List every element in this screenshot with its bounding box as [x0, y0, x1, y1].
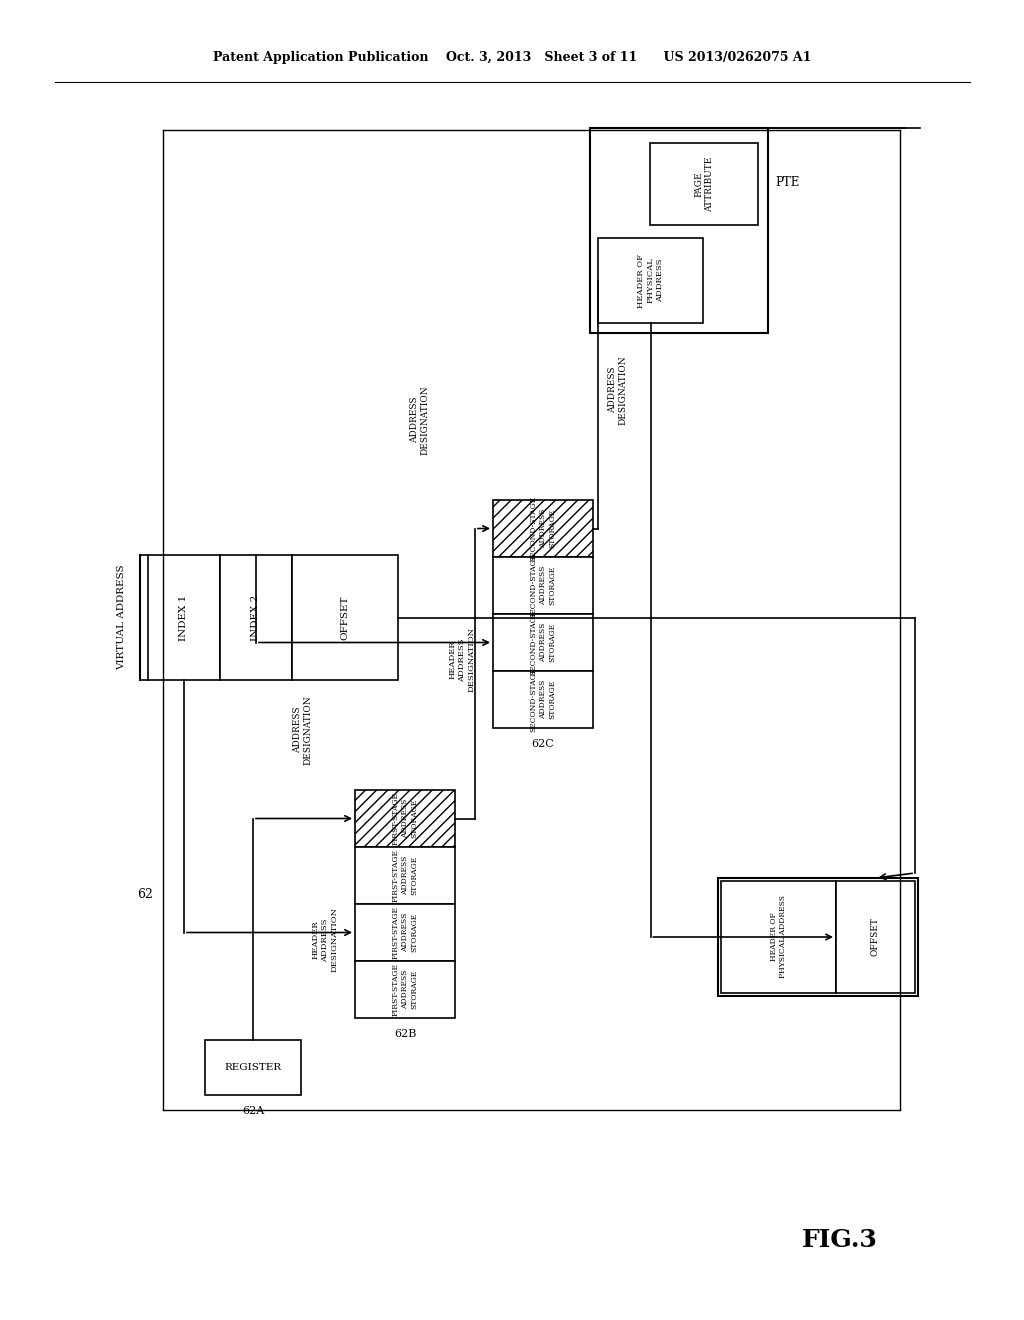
Text: FIG.3: FIG.3 — [802, 1228, 878, 1251]
Text: REGISTER: REGISTER — [224, 1063, 282, 1072]
Bar — [292, 554, 398, 680]
Bar — [650, 143, 758, 224]
Bar — [355, 847, 455, 904]
Text: OFFSET: OFFSET — [871, 917, 880, 957]
Text: FIRST-STAGE
ADDRESS
STORAGE: FIRST-STAGE ADDRESS STORAGE — [392, 849, 418, 902]
Text: FIRST-STAGE
ADDRESS
STORAGE: FIRST-STAGE ADDRESS STORAGE — [392, 964, 418, 1016]
Text: HEADER OF
PHYSICAL ADDRESS: HEADER OF PHYSICAL ADDRESS — [770, 895, 787, 978]
Bar — [598, 238, 703, 323]
Bar — [493, 557, 593, 614]
Text: VIRTUAL ADDRESS: VIRTUAL ADDRESS — [118, 565, 127, 671]
Bar — [721, 880, 836, 993]
Text: HEADER
ADDRESS
DESIGNATION: HEADER ADDRESS DESIGNATION — [449, 627, 475, 693]
Text: HEADER OF
PHYSICAL
ADDRESS: HEADER OF PHYSICAL ADDRESS — [637, 253, 664, 308]
Text: FIRST-STAGE
ADDRESS
STORAGE: FIRST-STAGE ADDRESS STORAGE — [392, 792, 418, 845]
Bar — [493, 614, 593, 671]
Text: OFFSET: OFFSET — [341, 595, 349, 640]
Text: SECOND-STAGE
ADDRESS
STORAGE: SECOND-STAGE ADDRESS STORAGE — [529, 496, 556, 561]
Bar — [220, 554, 292, 680]
Text: 62C: 62C — [531, 739, 554, 748]
Text: 62: 62 — [137, 888, 153, 902]
Text: PAGE
ATTRIBUTE: PAGE ATTRIBUTE — [694, 156, 714, 211]
Text: ADDRESS
DESIGNATION: ADDRESS DESIGNATION — [608, 355, 628, 425]
Text: SECOND-STAGE
ADDRESS
STORAGE: SECOND-STAGE ADDRESS STORAGE — [529, 610, 556, 675]
Text: ADDRESS
DESIGNATION: ADDRESS DESIGNATION — [411, 385, 430, 455]
Text: Patent Application Publication    Oct. 3, 2013   Sheet 3 of 11      US 2013/0262: Patent Application Publication Oct. 3, 2… — [213, 51, 811, 65]
Bar — [836, 880, 915, 993]
Text: 62A: 62A — [242, 1106, 264, 1115]
Bar — [148, 554, 220, 680]
Bar — [355, 961, 455, 1018]
Text: SECOND-STAGE
ADDRESS
STORAGE: SECOND-STAGE ADDRESS STORAGE — [529, 667, 556, 733]
Bar — [493, 671, 593, 729]
Text: HEADER
ADDRESS
DESIGNATION: HEADER ADDRESS DESIGNATION — [311, 908, 338, 973]
Bar — [355, 789, 455, 847]
Text: PTE: PTE — [776, 177, 800, 190]
Text: FIRST-STAGE
ADDRESS
STORAGE: FIRST-STAGE ADDRESS STORAGE — [392, 906, 418, 960]
Text: SECOND-STAGE
ADDRESS
STORAGE: SECOND-STAGE ADDRESS STORAGE — [529, 553, 556, 618]
Text: 62B: 62B — [394, 1030, 416, 1039]
Text: ADDRESS
DESIGNATION: ADDRESS DESIGNATION — [293, 696, 312, 764]
Bar — [205, 1040, 301, 1096]
Text: INDEX 2: INDEX 2 — [252, 594, 260, 640]
Bar — [590, 128, 768, 333]
Bar — [493, 500, 593, 557]
Text: INDEX 1: INDEX 1 — [179, 594, 188, 640]
Bar — [355, 904, 455, 961]
Bar — [718, 878, 918, 997]
